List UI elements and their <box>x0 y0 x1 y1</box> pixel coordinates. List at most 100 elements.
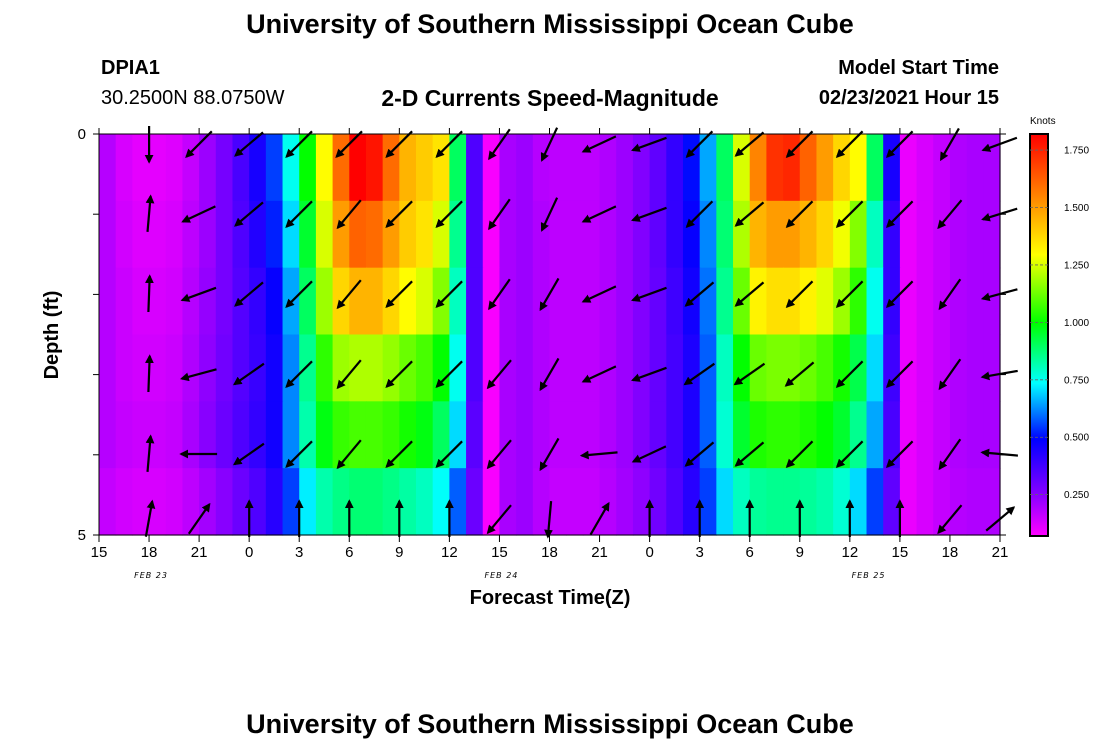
heatmap-cell <box>365 401 384 469</box>
heatmap-cell <box>532 267 551 336</box>
heatmap-cell <box>482 468 501 536</box>
heatmap-cell <box>399 401 417 469</box>
heatmap-cell <box>733 200 751 269</box>
heatmap-cell <box>549 200 567 269</box>
heatmap-cell <box>549 334 567 402</box>
heatmap-cell <box>883 401 901 469</box>
heatmap-cell <box>816 401 834 469</box>
heatmap-cell <box>582 200 601 269</box>
heatmap-cell <box>332 134 350 202</box>
heatmap-cell <box>866 200 884 269</box>
heatmap-cell <box>349 267 367 336</box>
heatmap-cell <box>182 134 200 202</box>
heatmap-cell <box>232 200 250 269</box>
heatmap-cell <box>182 401 200 469</box>
heatmap-cell <box>849 267 868 336</box>
heatmap-cell <box>482 267 501 336</box>
heatmap-cell <box>599 267 617 336</box>
heatmap-cell <box>849 134 868 202</box>
page-title: University of Southern Mississippi Ocean… <box>246 9 854 39</box>
heatmap-cell <box>516 134 534 202</box>
heatmap-cell <box>249 267 267 336</box>
heatmap-cell <box>532 134 551 202</box>
heatmap-cell <box>566 200 584 269</box>
heatmap-cell <box>449 334 467 402</box>
heatmap-cell <box>499 200 517 269</box>
heatmap-cell <box>315 334 334 402</box>
heatmap-cell <box>315 200 334 269</box>
heatmap-cell <box>516 401 534 469</box>
station-coordinates: 30.2500N 88.0750W <box>101 87 285 109</box>
heatmap-cell <box>799 267 818 336</box>
heatmap-cell <box>299 334 317 402</box>
heatmap-cell <box>582 267 601 336</box>
x-tick-label: 3 <box>295 544 303 561</box>
heatmap-cell <box>916 468 934 536</box>
heatmap-cell <box>716 334 734 402</box>
heatmap-cell <box>649 200 667 269</box>
heatmap-cell <box>966 267 984 336</box>
current-vector <box>185 130 213 158</box>
heatmap-cell <box>599 468 617 536</box>
heatmap-cell <box>549 401 567 469</box>
current-vector <box>285 360 313 388</box>
x-tick-label: 12 <box>441 544 458 561</box>
heatmap-cell <box>566 134 584 202</box>
heatmap-cell <box>132 401 150 469</box>
heatmap-cell <box>282 134 300 202</box>
y-tick-label: 5 <box>78 527 86 544</box>
heatmap-cell <box>949 134 968 202</box>
current-vector <box>885 200 914 228</box>
current-vector <box>734 281 765 307</box>
current-vector <box>885 440 914 468</box>
current-vector <box>985 506 1016 532</box>
heatmap-cell <box>115 200 133 269</box>
current-vector <box>980 369 1018 381</box>
heatmap-cell <box>232 401 250 469</box>
current-vector <box>285 200 313 228</box>
colorbar-tick-label: 0.500 <box>1064 433 1089 444</box>
heatmap-cell <box>749 134 768 202</box>
heatmap-cell <box>933 134 951 202</box>
heatmap-cell <box>332 267 350 336</box>
heatmap-cell <box>799 200 818 269</box>
heatmap-cell <box>833 134 851 202</box>
current-vector <box>785 440 814 468</box>
heatmap-cell <box>599 401 617 469</box>
current-vector <box>335 130 363 158</box>
heatmap-cell <box>365 134 384 202</box>
heatmap-cell <box>149 334 167 402</box>
current-vector <box>589 501 610 536</box>
current-vector <box>885 360 914 388</box>
x-tick-label: 0 <box>645 544 653 561</box>
current-vector <box>385 440 413 468</box>
heatmap-cell <box>933 267 951 336</box>
heatmap-cell <box>649 401 667 469</box>
current-vector <box>733 362 766 386</box>
heatmap-cell <box>733 134 751 202</box>
heatmap-cell <box>949 334 968 402</box>
heatmap-cell <box>816 267 834 336</box>
heatmap-cell <box>749 267 768 336</box>
y-axis: 05 <box>78 126 1006 544</box>
current-vector <box>684 441 715 467</box>
heatmap-cell <box>699 267 717 336</box>
heatmap-cell <box>449 134 467 202</box>
current-vector <box>385 130 413 158</box>
heatmap-cell <box>299 468 317 536</box>
x-tick-label: 15 <box>91 544 108 561</box>
heatmap-cell <box>949 267 968 336</box>
heatmap-cell <box>733 401 751 469</box>
heatmap-cell <box>165 267 184 336</box>
current-vector <box>784 361 815 387</box>
current-vector <box>581 205 617 223</box>
colorbar-tick-label: 1.500 <box>1064 203 1089 214</box>
heatmap-cell <box>282 401 300 469</box>
heatmap-cell <box>949 468 968 536</box>
current-vector <box>581 135 617 153</box>
heatmap-cell <box>199 334 217 402</box>
heatmap-cell <box>649 134 667 202</box>
heatmap-cell <box>182 267 200 336</box>
current-vector <box>285 440 313 468</box>
heatmap-cell <box>766 334 784 402</box>
